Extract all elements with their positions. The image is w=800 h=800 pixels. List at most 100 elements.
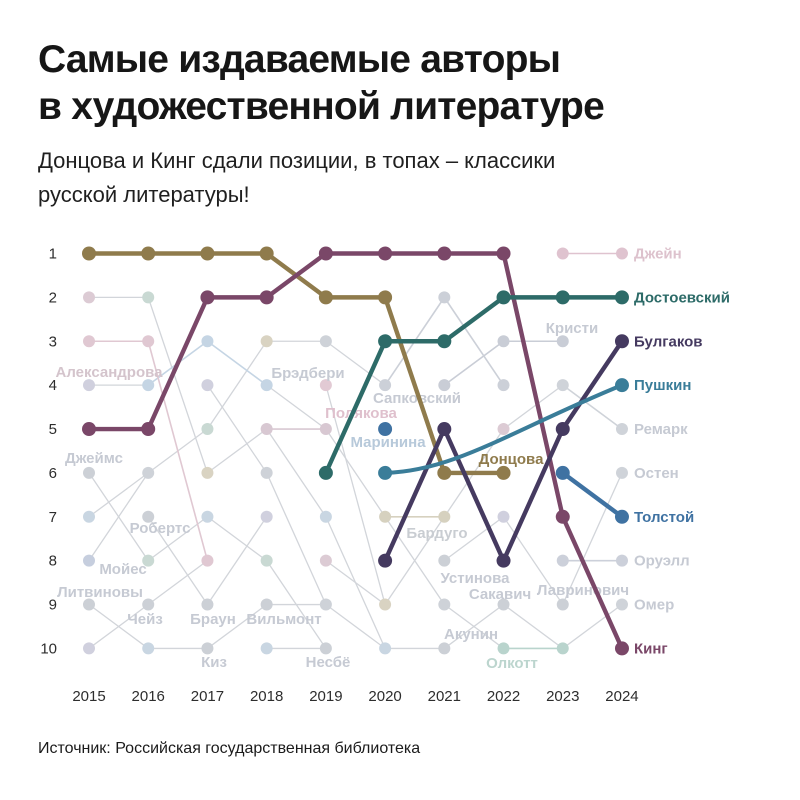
faded-author-dot [497, 598, 510, 611]
faded-author-dot [319, 379, 332, 392]
y-axis-tick: 5 [49, 421, 57, 438]
faded-connector-line [562, 472, 623, 605]
faded-connector-line [562, 604, 623, 649]
faded-author-label: Лавринович [537, 582, 629, 599]
faded-author-dot [83, 554, 95, 567]
faded-author-label: Чейз [127, 611, 163, 628]
series-line [146, 295, 210, 432]
faded-author-dot [319, 642, 332, 655]
series-dot [378, 334, 393, 349]
faded-connector-line [88, 472, 149, 562]
faded-author-dot [83, 335, 95, 348]
faded-dot [83, 379, 95, 392]
faded-dot [497, 423, 510, 436]
faded-author-dot [556, 598, 569, 611]
faded-connector-line [266, 428, 327, 518]
faded-dot [142, 642, 155, 655]
faded-connector-line [206, 340, 268, 430]
faded-author-label: Сакавич [469, 586, 531, 603]
y-axis-tick: 3 [49, 333, 57, 350]
series-dot [141, 246, 156, 261]
faded-connector-line [206, 516, 268, 605]
faded-connector-line [147, 560, 208, 606]
faded-dot [438, 598, 451, 611]
faded-author-dot [83, 598, 95, 611]
series-label: Донцова [479, 451, 544, 468]
x-axis-tick: 2020 [368, 688, 401, 705]
series-dot [378, 553, 393, 568]
faded-dot [201, 466, 214, 479]
faded-dot [83, 642, 95, 655]
faded-dot [379, 598, 392, 611]
x-axis-tick: 2019 [309, 688, 342, 705]
faded-dot [201, 510, 214, 523]
series-line [382, 426, 447, 563]
x-axis-tick: 2016 [132, 688, 165, 705]
faded-connector-line [503, 384, 564, 430]
page-title: Самые издаваемые авторы в художественной… [38, 38, 605, 128]
series-dot [437, 246, 452, 261]
series-dot [259, 246, 274, 261]
faded-dot [260, 642, 273, 655]
series-dot [378, 246, 393, 261]
series-dot [437, 334, 452, 349]
faded-connector-line [147, 297, 209, 474]
faded-author-dot [615, 423, 628, 436]
faded-connector-line [443, 516, 504, 562]
faded-author-dot [379, 510, 392, 523]
faded-author-label: Маринина [350, 434, 426, 451]
faded-author-dot [260, 598, 273, 611]
series-dot [496, 553, 511, 568]
faded-connector-line [325, 560, 386, 606]
faded-author-label: Вильмонт [246, 611, 321, 628]
faded-author-label: Робертс [130, 520, 191, 537]
faded-connector-line [266, 472, 327, 605]
faded-author-dot [438, 642, 451, 655]
series-dot [141, 422, 156, 437]
faded-author-dot [556, 247, 569, 260]
faded-author-label: Кристи [546, 320, 598, 337]
faded-connector-line [207, 516, 268, 562]
faded-connector-line [206, 384, 268, 474]
faded-connector-line [207, 428, 268, 474]
x-axis-tick: 2024 [605, 688, 638, 705]
series-dot [614, 378, 629, 393]
series-dot [614, 641, 629, 656]
faded-dot [142, 554, 155, 567]
series-dot [555, 509, 570, 524]
faded-connector-line [325, 428, 386, 518]
faded-dot [319, 598, 332, 611]
y-axis-tick: 1 [49, 246, 57, 263]
faded-dot [260, 510, 273, 523]
faded-author-dot [556, 642, 569, 655]
faded-author-dot [142, 335, 155, 348]
source-note: Источник: Российская государственная биб… [38, 740, 421, 757]
series-dot [378, 290, 393, 305]
x-axis-tick: 2017 [191, 688, 224, 705]
faded-dot [83, 510, 95, 523]
series-dot [496, 465, 511, 480]
faded-connector-line [325, 604, 386, 649]
faded-author-label: Омер [634, 597, 674, 614]
series-label: Достоевский [634, 289, 730, 306]
faded-author-label: Олкотт [486, 655, 538, 672]
faded-connector-line [325, 384, 386, 605]
faded-dot [142, 466, 155, 479]
faded-series-line [206, 340, 268, 386]
faded-author-dot [497, 642, 510, 655]
series-label: Пушкин [634, 377, 691, 394]
faded-author-dot [260, 379, 273, 392]
y-axis-tick: 7 [49, 509, 57, 526]
faded-author-label: Полякова [325, 405, 397, 422]
faded-author-label: Александрова [56, 364, 164, 381]
page-subtitle: Донцова и Кинг сдали позиции, в топах – … [38, 148, 556, 207]
faded-author-dot [260, 423, 273, 436]
faded-author-dot [379, 379, 392, 392]
faded-author-dot [438, 291, 451, 304]
faded-author-label: Брэдбери [271, 365, 344, 382]
y-axis-tick: 2 [49, 289, 57, 306]
faded-author-dot [615, 466, 628, 479]
faded-dot [319, 554, 332, 567]
